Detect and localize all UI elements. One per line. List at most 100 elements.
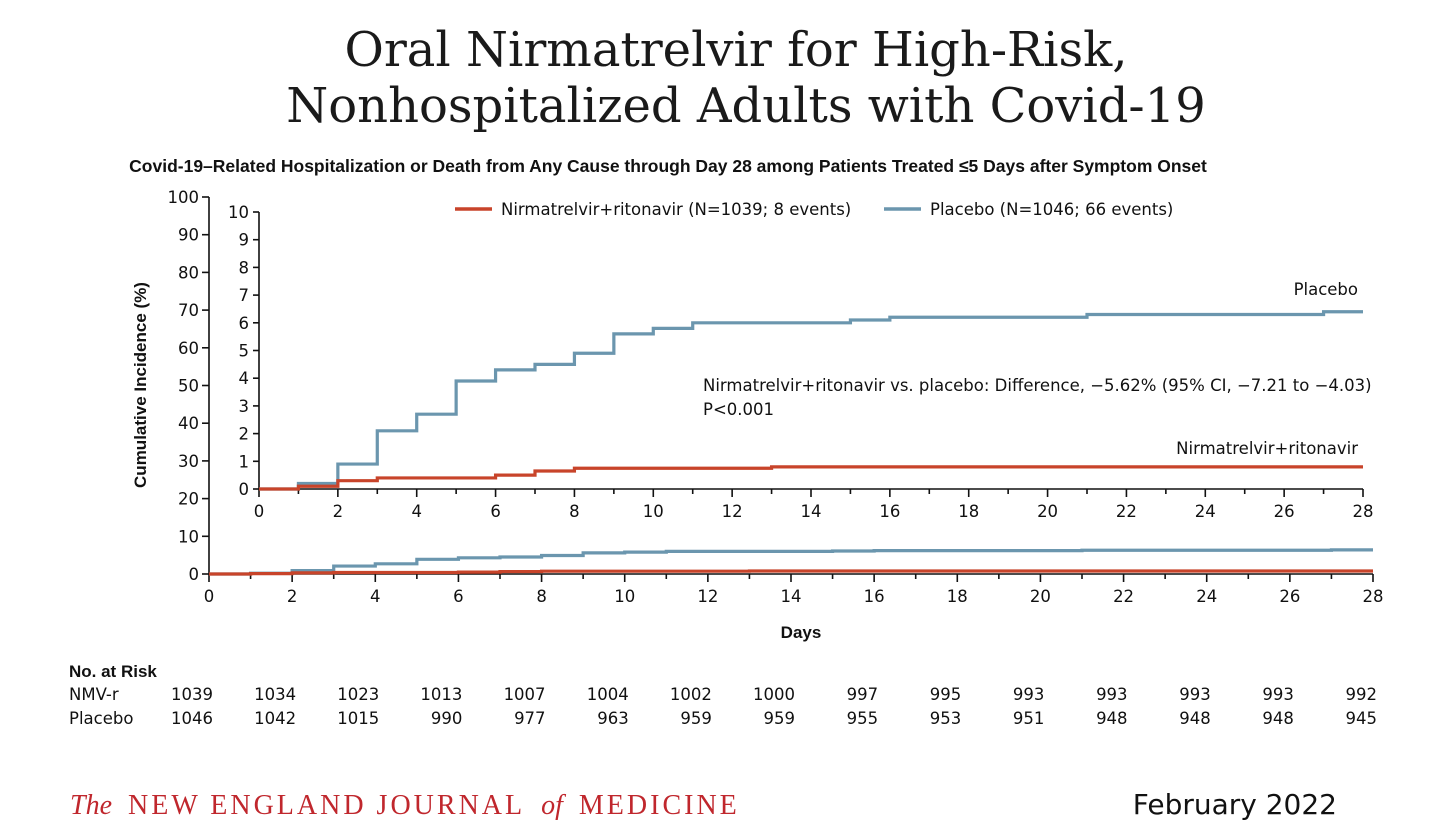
inset-y-tick-label: 0 [239,480,250,499]
journal-logo: The NEW ENGLAND JOURNAL of MEDICINE [70,790,740,821]
journal-logo-name: NEW ENGLAND JOURNAL [128,790,525,821]
main-series-line-nirmatrelvir [209,569,1373,576]
y-axis-label: Cumulative Incidence (%) [131,282,150,488]
page-title-line2: Nonhospitalized Adults with Covid-19 [286,78,1205,134]
legend-label-placebo: Placebo (N=1046; 66 events) [930,200,1173,219]
risk-table-cell: 993 [1096,685,1128,704]
inset-x-tick-label: 0 [254,502,265,521]
main-series-line-placebo [209,548,1373,576]
legend-label-nirmatrelvir: Nirmatrelvir+ritonavir (N=1039; 8 events… [501,200,851,219]
risk-table-cell: 1002 [670,685,712,704]
x-axis-label: Days [781,623,822,642]
main-x-tick-label: 28 [1363,587,1384,606]
main-x-tick-label: 8 [536,587,547,606]
risk-table-cell: 993 [1013,685,1045,704]
risk-table-cell: 997 [847,685,879,704]
main-x-tick-label: 0 [204,587,215,606]
series-end-label-placebo: Placebo [1294,280,1358,299]
risk-table-cell: 951 [1013,709,1045,728]
main-y-tick-label: 100 [168,188,200,207]
risk-table-cell: 977 [514,709,546,728]
risk-table-cell: 959 [680,709,712,728]
risk-table-cell: 1000 [753,685,795,704]
inset-y-tick-label: 3 [239,397,250,416]
inset-x-tick-label: 2 [333,502,344,521]
inset-x-tick-label: 16 [879,502,900,521]
inset-y-tick-label: 1 [239,452,250,471]
risk-table-cell: 1004 [587,685,629,704]
journal-logo-medicine: MEDICINE [579,790,740,821]
risk-table-cell: 1023 [337,685,379,704]
inset-x-tick-label: 28 [1353,502,1374,521]
page-title-line1: Oral Nirmatrelvir for High-Risk, [344,22,1127,78]
inset-y-tick-label: 10 [228,203,249,222]
main-x-tick-label: 22 [1113,587,1134,606]
risk-table-cell: 963 [597,709,629,728]
main-y-tick-label: 60 [178,339,199,358]
inset-series-line-nirmatrelvir [259,465,1363,491]
main-x-tick-label: 6 [453,587,464,606]
risk-table-cell: 945 [1346,709,1378,728]
risk-table-cell: 1015 [337,709,379,728]
risk-table-cell: 990 [431,709,463,728]
main-x-tick-label: 24 [1196,587,1217,606]
inset-x-tick-label: 22 [1116,502,1137,521]
risk-table-cell: 995 [930,685,962,704]
main-x-tick-label: 20 [1030,587,1051,606]
inset-y-tick-label: 7 [239,286,250,305]
risk-table-cell: 1046 [171,709,213,728]
risk-table-cell: 992 [1346,685,1378,704]
inset-x-tick-label: 18 [958,502,979,521]
risk-table-cell: 959 [764,709,796,728]
inset-x-tick-label: 24 [1195,502,1216,521]
main-x-tick-label: 2 [287,587,298,606]
inset-y-tick-label: 8 [239,258,250,277]
main-y-tick-label: 90 [178,226,199,245]
inset-y-tick-label: 4 [239,369,250,388]
risk-table-cell: 955 [847,709,879,728]
series-end-label-nirmatrelvir: Nirmatrelvir+ritonavir [1176,439,1358,458]
inset-x-tick-label: 26 [1274,502,1295,521]
risk-table-heading: No. at Risk [69,662,157,681]
main-y-tick-label: 80 [178,263,199,282]
risk-table-cell: 1013 [420,685,462,704]
inset-x-tick-label: 12 [722,502,743,521]
risk-row-label-nmvr: NMV-r [69,685,119,704]
publication-date: February 2022 [1133,788,1337,821]
inset-x-tick-label: 6 [490,502,501,521]
inset-y-tick-label: 9 [239,231,250,250]
legend: Nirmatrelvir+ritonavir (N=1039; 8 events… [455,200,1173,219]
inset-series-line-placebo [259,310,1363,491]
risk-table-cell: 993 [1262,685,1294,704]
difference-annotation: Nirmatrelvir+ritonavir vs. placebo: Diff… [703,376,1372,395]
main-y-tick-label: 70 [178,301,199,320]
risk-table-cell: 993 [1179,685,1211,704]
main-x-tick-label: 12 [697,587,718,606]
journal-logo-the: The [70,790,112,821]
main-x-tick-label: 26 [1279,587,1300,606]
risk-table-cell: 1034 [254,685,296,704]
risk-table-cell: 948 [1096,709,1128,728]
risk-table-cell: 953 [930,709,962,728]
main-x-tick-label: 10 [614,587,635,606]
main-y-tick-label: 0 [189,565,200,584]
risk-table: No. at Risk NMV-r Placebo 1039 1034 1023 10… [69,662,1377,728]
risk-table-cell: 1039 [171,685,213,704]
risk-table-cell: 948 [1179,709,1211,728]
main-y-tick-label: 40 [178,414,199,433]
main-x-tick-label: 14 [781,587,802,606]
inset-series-group [259,310,1363,491]
inset-x-tick-label: 14 [801,502,822,521]
inset-y-tick-label: 5 [239,342,250,361]
main-series-group [209,548,1373,576]
chart-subtitle: Covid-19–Related Hospitalization or Deat… [129,156,1207,176]
main-x-tick-label: 4 [370,587,381,606]
main-y-tick-label: 50 [178,377,199,396]
main-x-tick-label: 16 [864,587,885,606]
p-value-annotation: P<0.001 [703,400,774,419]
journal-logo-of: of [541,790,566,821]
inset-x-tick-label: 4 [411,502,422,521]
